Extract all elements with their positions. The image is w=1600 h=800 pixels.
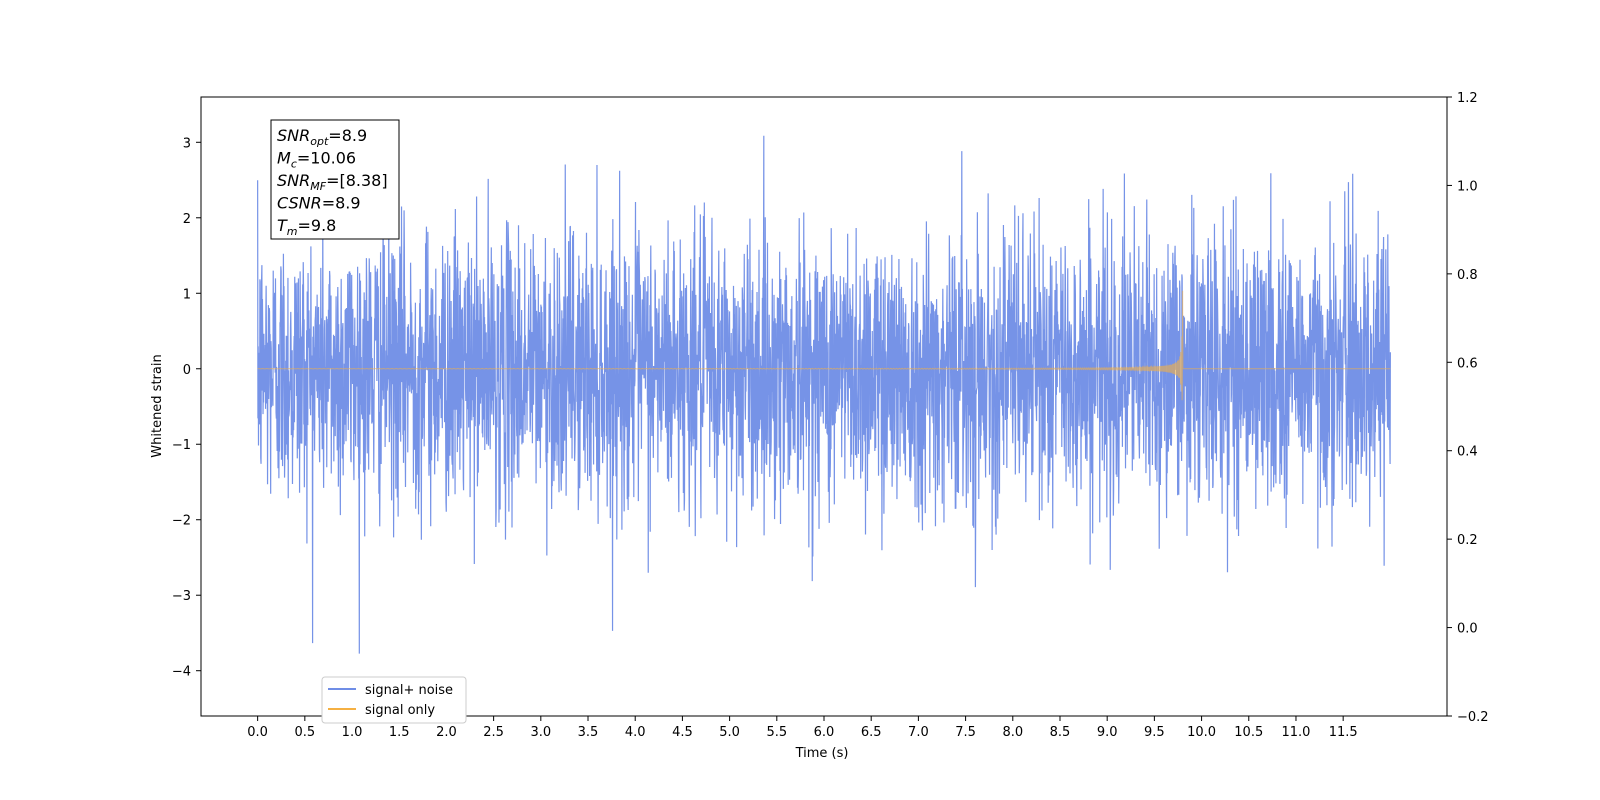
x-tick-label: 4.5: [672, 725, 693, 740]
x-tick-label: 0.5: [294, 725, 315, 740]
y-tick-label: −4: [172, 665, 191, 680]
series-line-signal-noise: [257, 135, 1391, 654]
y-tick-label: −2: [172, 514, 191, 529]
x-tick-label: 11.5: [1329, 725, 1358, 740]
x-tick-label: 2.5: [483, 725, 504, 740]
y-right-tick-label: 1.0: [1457, 179, 1478, 194]
y-right-tick-label: 0.4: [1457, 445, 1478, 460]
x-tick-label: 2.0: [436, 725, 457, 740]
x-tick-label: 8.0: [1002, 725, 1023, 740]
info-box-frame: [270, 119, 400, 240]
legend-label-signal-only: signal only: [365, 703, 435, 718]
y-tick-label: 1: [183, 287, 191, 302]
x-tick-label: 6.5: [861, 725, 882, 740]
x-tick-label: 5.0: [719, 725, 740, 740]
info-line: CSNR=8.9: [277, 194, 361, 213]
info-line: SNRMF=[8.38]: [277, 171, 388, 193]
info-line: SNRopt=8.9: [277, 126, 367, 148]
x-tick-label: 11.0: [1281, 725, 1310, 740]
info-line: Mc=10.06: [277, 149, 356, 171]
x-axis: 0.0 0.5 1.0 1.5 2.0 2.5 3.0 3.5 4.0 4.5 5.0 5.5 6.0 6…: [247, 716, 1358, 740]
legend-label-signal-noise: signal+ noise: [365, 683, 453, 698]
x-tick-label: 9.5: [1144, 725, 1165, 740]
y-tick-label: −3: [172, 589, 191, 604]
y-right-tick-label: 0.6: [1457, 356, 1478, 371]
info-line: Tm=9.8: [277, 216, 336, 238]
x-tick-label: 1.0: [342, 725, 363, 740]
x-tick-label: 4.0: [625, 725, 646, 740]
y-tick-label: 0: [183, 363, 191, 378]
y-right-tick-label: 0.8: [1457, 268, 1478, 283]
x-tick-label: 3.0: [530, 725, 551, 740]
y-tick-label: 2: [183, 212, 191, 227]
x-tick-label: 3.5: [578, 725, 599, 740]
x-tick-label: 1.5: [389, 725, 410, 740]
legend-frame: [321, 676, 467, 724]
x-tick-label: 10.5: [1234, 725, 1263, 740]
noise-series-layer: [257, 135, 1391, 654]
y-tick-label: −1: [172, 438, 191, 453]
legend: signal+ noise signal only: [321, 676, 467, 724]
y-right-tick-label: −0.2: [1457, 710, 1489, 725]
y-right-tick-label: 1.2: [1457, 91, 1478, 106]
x-tick-label: 5.5: [766, 725, 787, 740]
x-axis-label: Time (s): [795, 746, 849, 761]
x-tick-label: 7.5: [955, 725, 976, 740]
y-axis-label: Whitened strain: [150, 354, 165, 457]
y-axis-left: 3 2 1 0 −1 −2 −3 −4: [172, 136, 201, 680]
x-tick-label: 9.0: [1097, 725, 1118, 740]
signal-series-layer: [257, 290, 1391, 401]
x-tick-label: 8.5: [1050, 725, 1071, 740]
series-line-signal-only: [257, 290, 1391, 401]
x-tick-label: 7.0: [908, 725, 929, 740]
x-tick-label: 0.0: [247, 725, 268, 740]
y-tick-label: 3: [183, 136, 191, 151]
y-right-tick-label: 0.2: [1457, 533, 1478, 548]
x-tick-label: 6.0: [814, 725, 835, 740]
x-tick-label: 10.0: [1187, 725, 1216, 740]
y-axis-right: 1.2 1.0 0.8 0.6 0.4 0.2 0.0 −0.2: [1447, 91, 1489, 725]
y-right-tick-label: 0.0: [1457, 622, 1478, 637]
